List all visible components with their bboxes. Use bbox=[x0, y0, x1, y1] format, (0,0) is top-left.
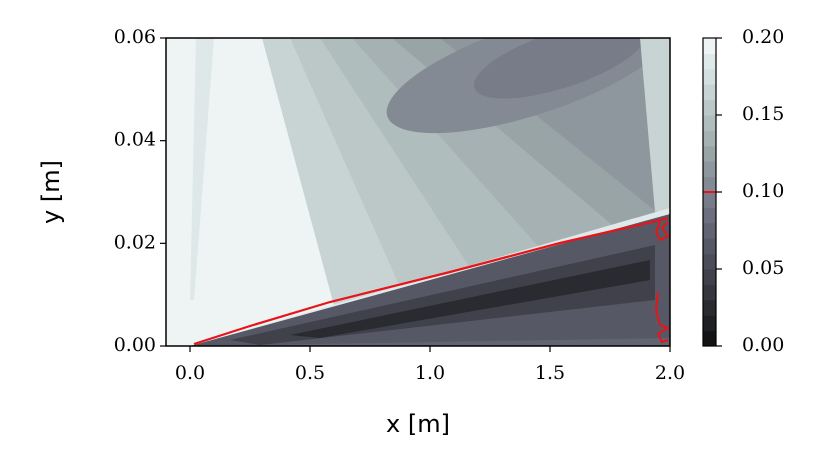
contour-line bbox=[193, 216, 669, 346]
x-tick-label: 0.5 bbox=[295, 362, 325, 384]
colorbar-swatch bbox=[703, 161, 716, 178]
y-tick-label: 0.02 bbox=[114, 231, 156, 253]
contour-line bbox=[654, 221, 670, 242]
y-tick-label: 0.00 bbox=[114, 334, 156, 356]
colorbar-swatch bbox=[703, 222, 716, 239]
plot-frame bbox=[165, 37, 671, 347]
contour-fill bbox=[640, 38, 670, 212]
colorbar-swatch bbox=[703, 38, 716, 54]
colorbar-swatch bbox=[703, 192, 716, 208]
colorbar-swatch bbox=[703, 145, 716, 162]
contour-fill bbox=[290, 260, 650, 338]
colorbar-swatch bbox=[703, 330, 716, 347]
colorbar-tick-label: 0.05 bbox=[742, 257, 784, 279]
y-tick-label: 0.04 bbox=[114, 129, 156, 151]
x-tick-label: 1.5 bbox=[535, 362, 565, 384]
contour-fill bbox=[473, 38, 647, 99]
contour-line bbox=[654, 291, 670, 344]
colorbar-swatch bbox=[703, 68, 716, 85]
y-tick-label: 0.06 bbox=[114, 26, 156, 48]
colorbar-tick-label: 0.20 bbox=[742, 26, 784, 48]
x-tick-label: 2.0 bbox=[655, 362, 685, 384]
colorbar-swatch bbox=[703, 299, 716, 316]
colorbar-swatch bbox=[703, 53, 716, 70]
colorbar-swatch bbox=[703, 207, 716, 224]
colorbar-swatch bbox=[703, 269, 716, 285]
y-axis-title: y [m] bbox=[37, 160, 65, 224]
x-tick-label: 1.0 bbox=[415, 362, 445, 384]
colorbar-swatch bbox=[703, 130, 716, 147]
colorbar-swatch bbox=[703, 115, 716, 131]
colorbar-swatch bbox=[703, 99, 716, 116]
x-tick-label: 0.0 bbox=[175, 362, 205, 384]
colorbar-tick-label: 0.15 bbox=[742, 103, 784, 125]
contour-fill bbox=[190, 38, 214, 300]
contour-fill bbox=[230, 245, 655, 345]
contour-fill bbox=[200, 338, 670, 346]
colorbar-swatch bbox=[703, 284, 716, 301]
colorbar-tick-label: 0.10 bbox=[742, 180, 784, 202]
colorbar-swatch bbox=[703, 315, 716, 332]
colorbar-tick-label: 0.00 bbox=[742, 334, 784, 356]
contour-fill bbox=[190, 214, 670, 346]
colorbar-swatch bbox=[703, 84, 716, 101]
colorbar-swatch bbox=[703, 253, 716, 270]
x-axis-title: x [m] bbox=[386, 410, 450, 438]
colorbar-swatch bbox=[703, 176, 716, 193]
contour-field bbox=[166, 38, 670, 346]
colorbar-swatch bbox=[703, 238, 716, 255]
